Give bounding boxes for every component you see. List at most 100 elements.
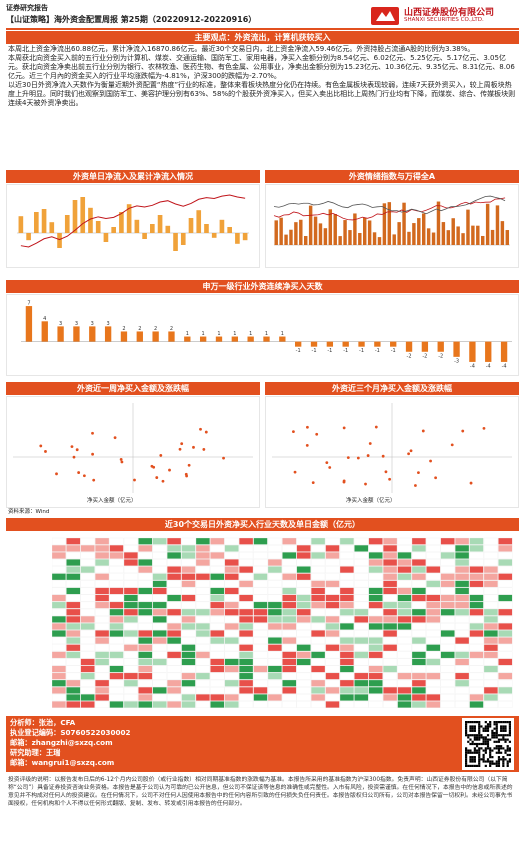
qr-module — [480, 736, 483, 739]
heatmap-cell — [440, 573, 455, 581]
heatmap-cell — [383, 630, 398, 637]
qr-module — [478, 723, 481, 726]
heatmap-cell — [253, 701, 268, 708]
analyst-email[interactable]: 邮箱：zhangzhi@sxzq.com — [10, 738, 113, 747]
heatmap-cell — [195, 615, 210, 623]
heatmap-cell — [167, 552, 182, 559]
heatmap-cell — [325, 573, 340, 581]
heatmap-cell — [210, 544, 225, 552]
qr-module — [506, 734, 509, 737]
industry-days-title: 申万一级行业外资连续净买入天数 — [6, 280, 519, 293]
heatmap-cell — [109, 573, 124, 581]
analyst-box: 分析师：张治，CFA 执业登记编码：S0760522030002 邮箱：zhan… — [6, 716, 519, 772]
heatmap-cell — [138, 630, 153, 637]
heatmap-cell — [354, 580, 369, 588]
heatmap-cell — [52, 672, 66, 680]
heatmap-cell — [253, 537, 268, 545]
heatmap-cell — [267, 608, 282, 616]
heatmap-cell — [426, 594, 441, 602]
heatmap-cell — [440, 615, 455, 623]
heatmap-cell — [397, 672, 412, 680]
heatmap-cell — [483, 623, 498, 630]
heatmap-cell — [282, 694, 297, 701]
heatmap-cell — [498, 552, 513, 559]
qr-module — [497, 751, 501, 754]
heatmap-cell — [311, 608, 326, 616]
qr-module — [465, 760, 468, 763]
qr-module — [491, 760, 494, 763]
heatmap-cell — [455, 544, 470, 552]
heatmap-cell — [123, 594, 138, 602]
flow-daily-bar — [80, 197, 86, 233]
heatmap-cell — [267, 644, 282, 652]
heatmap-cell — [411, 651, 426, 659]
heatmap-cell — [52, 694, 66, 701]
heatmap-cell — [224, 651, 239, 659]
heatmap-cell — [66, 644, 81, 652]
heatmap-cell — [498, 623, 513, 630]
main-view-p1: 本周北上资金净流出60.88亿元，累计净流入16870.86亿元。最近30个交易… — [8, 45, 475, 53]
heatmap-cell — [282, 587, 297, 595]
scatter-point — [450, 443, 454, 447]
heatmap-cell — [52, 630, 66, 637]
heatmap-cell — [282, 630, 297, 637]
heatmap-cell — [267, 601, 282, 609]
industry-days-svg: 7 4 3 3 3 3 2 2 2 2 1 1 1 1 1 1 1 -1 -1 -1 -1 -1 -1 -1 -2 -2 -2 -3 -… — [21, 301, 512, 369]
flow-daily-bar — [41, 209, 47, 233]
holding-bar — [505, 230, 510, 245]
heatmap-cell — [80, 644, 95, 652]
heatmap-cell — [253, 573, 268, 581]
heatmap-cell — [195, 552, 210, 559]
heatmap-cell — [296, 580, 311, 588]
heatmap-cell — [52, 679, 66, 687]
qr-module — [493, 727, 496, 730]
qr-module — [506, 762, 509, 765]
heatmap-cell — [267, 615, 282, 623]
qr-module — [473, 760, 476, 763]
heatmap-cell — [224, 637, 239, 645]
holding-bar — [426, 228, 431, 245]
heatmap-cell — [52, 665, 66, 673]
scatter-point — [72, 455, 76, 459]
heatmap-cell — [339, 637, 354, 645]
holding-bar — [500, 221, 505, 245]
heatmap-cell — [109, 552, 124, 559]
heatmap-cell — [138, 566, 153, 574]
heatmap-cell — [354, 594, 369, 602]
heatmap-cell — [138, 637, 153, 645]
heatmap-cell — [66, 544, 81, 552]
scatter-point — [429, 459, 432, 463]
heatmap-cell — [498, 580, 513, 588]
heatmap-cell — [109, 587, 124, 595]
qr-module — [508, 725, 511, 728]
heatmap-cell — [152, 665, 167, 673]
qr-module — [475, 764, 479, 767]
heatmap-cell — [397, 552, 412, 559]
qr-module — [467, 751, 470, 754]
heatmap-cell — [138, 559, 153, 566]
qr-module — [500, 747, 503, 750]
heatmap-cell — [339, 672, 354, 680]
qr-module — [489, 753, 492, 757]
scatter-point — [168, 468, 171, 472]
industry-days-label: -1 — [343, 348, 348, 354]
industry-days-bar — [247, 336, 254, 342]
heatmap-cell — [267, 672, 282, 680]
heatmap-cell — [469, 658, 484, 666]
heatmap-cell — [469, 559, 484, 566]
qr-module — [467, 740, 470, 743]
heatmap-cell — [66, 594, 81, 602]
flow-daily-bar — [34, 212, 39, 233]
heatmap-cell — [339, 679, 354, 687]
flow-daily-bar — [134, 219, 140, 233]
heatmap-cell — [195, 658, 210, 666]
assistant-email[interactable]: 邮箱：wangrui1@sxzq.com — [10, 758, 115, 767]
heatmap-cell — [138, 679, 153, 687]
heatmap-cell — [426, 601, 441, 609]
heatmap-cell — [52, 552, 66, 559]
heatmap-cell — [339, 686, 354, 694]
heatmap-cell — [195, 587, 210, 595]
heatmap-cell — [325, 701, 340, 708]
heatmap-cell — [440, 559, 455, 566]
heatmap-cell — [440, 694, 455, 701]
